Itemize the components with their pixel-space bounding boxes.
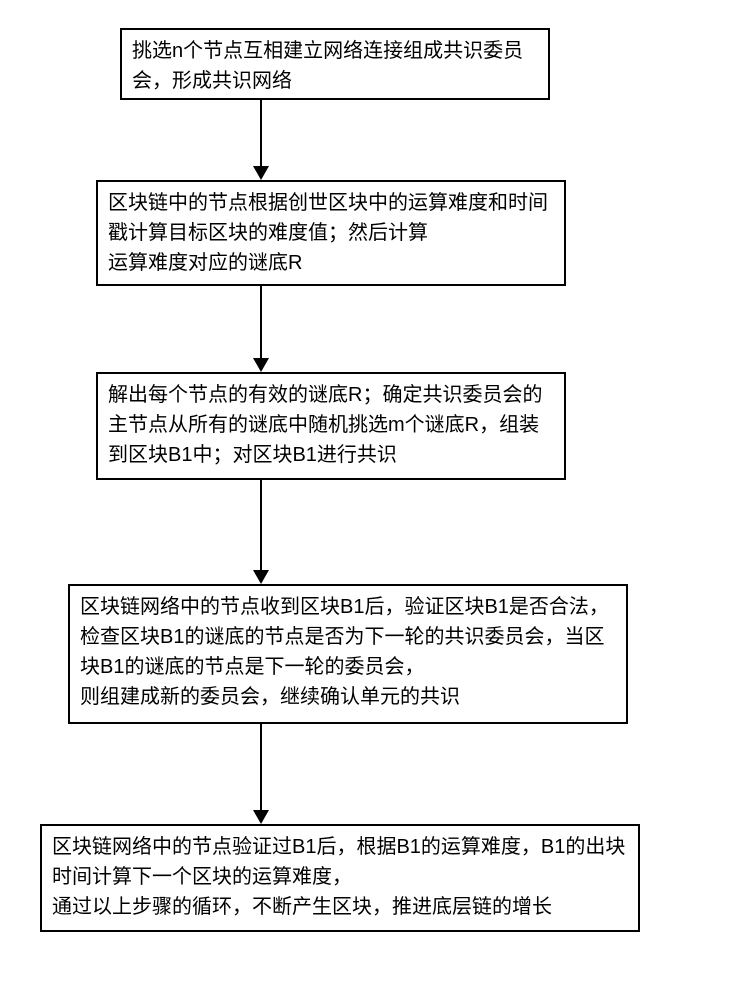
flowchart-edge (260, 724, 262, 812)
flowchart-edge (260, 480, 262, 572)
arrow-head-icon (253, 358, 269, 372)
arrow-head-icon (253, 166, 269, 180)
flowchart-node: 挑选n个节点互相建立网络连接组成共识委员会，形成共识网络 (120, 28, 550, 100)
node-text: 区块链中的节点根据创世区块中的运算难度和时间戳计算目标区块的难度值；然后计算 运… (108, 192, 548, 274)
flowchart-edge (260, 100, 262, 168)
flowchart-edge (260, 286, 262, 360)
arrow-head-icon (253, 810, 269, 824)
node-text: 区块链网络中的节点验证过B1后，根据B1的运算难度，B1的出块时间计算下一个区块… (52, 836, 625, 918)
flowchart-node: 解出每个节点的有效的谜底R；确定共识委员会的主节点从所有的谜底中随机挑选m个谜底… (96, 372, 566, 480)
flowchart-node: 区块链网络中的节点验证过B1后，根据B1的运算难度，B1的出块时间计算下一个区块… (40, 824, 640, 932)
arrow-head-icon (253, 570, 269, 584)
node-text: 解出每个节点的有效的谜底R；确定共识委员会的主节点从所有的谜底中随机挑选m个谜底… (108, 384, 542, 466)
node-text: 挑选n个节点互相建立网络连接组成共识委员会，形成共识网络 (132, 40, 523, 92)
node-text: 区块链网络中的节点收到区块B1后，验证区块B1是否合法，检查区块B1的谜底的节点… (80, 596, 609, 708)
flowchart-node: 区块链网络中的节点收到区块B1后，验证区块B1是否合法，检查区块B1的谜底的节点… (68, 584, 628, 724)
flowchart-node: 区块链中的节点根据创世区块中的运算难度和时间戳计算目标区块的难度值；然后计算 运… (96, 180, 566, 286)
